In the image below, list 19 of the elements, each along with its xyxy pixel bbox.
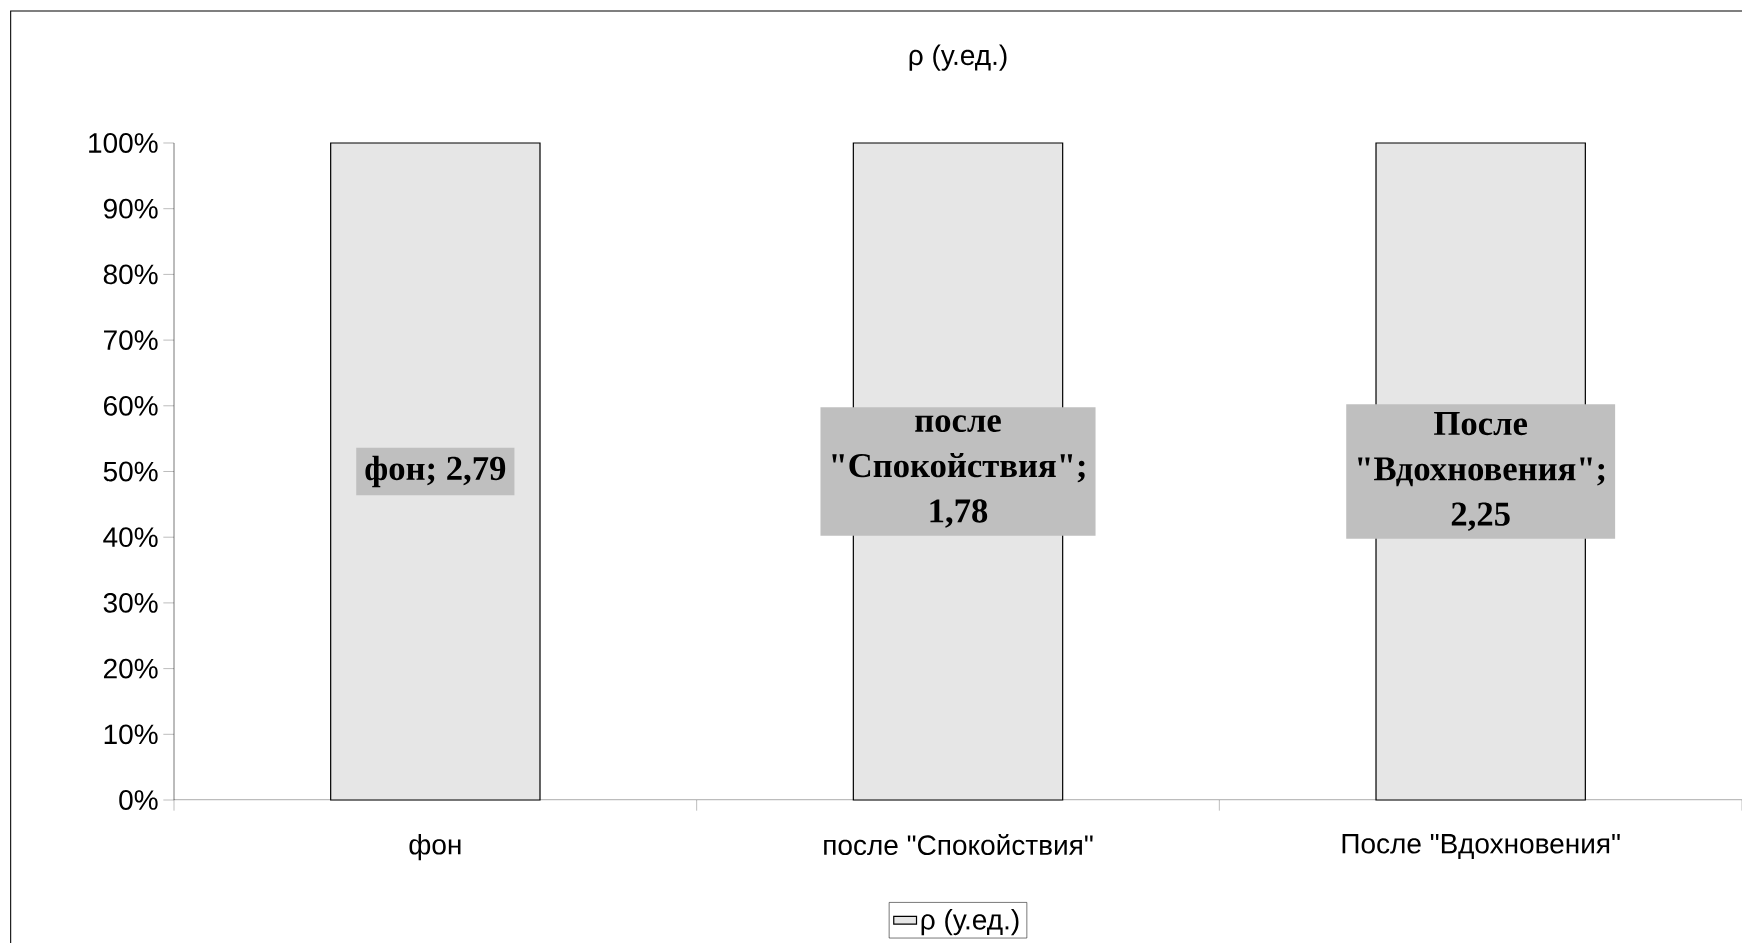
annotation: после "Спокойствия"; 1,78 (832, 415, 1085, 528)
y-tick-label: 10% (104, 724, 158, 745)
y-tick-label: 40% (103, 527, 158, 548)
y-tick-label: 0% (119, 790, 158, 810)
annotation: После "Вдохновения"; 2,25 (1358, 412, 1605, 531)
y-tick-label: 60% (104, 395, 158, 416)
y-tick-label: 90% (103, 198, 158, 219)
x-tick-label: после "Спокойствия" (824, 834, 1093, 856)
y-tick-label: 100% (89, 133, 158, 153)
annotation: фон; 2,79 (365, 455, 506, 488)
chart-title: ρ (у.ед.) (909, 44, 1007, 71)
y-tick-label: 20% (103, 658, 158, 679)
y-tick-label: 30% (103, 592, 158, 613)
y-tick-label: 80% (103, 264, 158, 285)
legend-label: ρ (у.ед.) (921, 909, 1019, 936)
x-tick-label: фон (409, 834, 461, 861)
x-tick-label: После "Вдохновения" (1342, 834, 1620, 859)
y-tick-label: 50% (103, 461, 158, 482)
y-tick-label: 70% (104, 330, 158, 351)
